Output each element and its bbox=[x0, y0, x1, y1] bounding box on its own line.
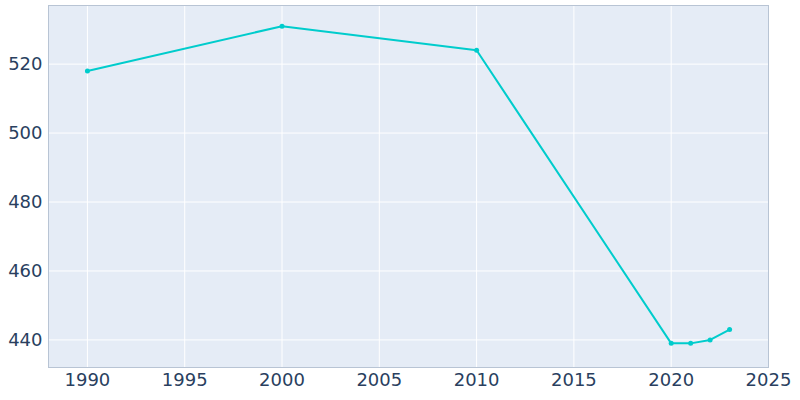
svg-text:2005: 2005 bbox=[356, 369, 402, 390]
svg-text:2000: 2000 bbox=[259, 369, 305, 390]
svg-text:440: 440 bbox=[8, 329, 42, 350]
svg-text:2020: 2020 bbox=[648, 369, 694, 390]
svg-text:1990: 1990 bbox=[65, 369, 111, 390]
svg-text:1995: 1995 bbox=[162, 369, 208, 390]
svg-text:500: 500 bbox=[8, 122, 42, 143]
svg-text:2010: 2010 bbox=[454, 369, 500, 390]
svg-text:480: 480 bbox=[8, 191, 42, 212]
svg-text:520: 520 bbox=[8, 53, 42, 74]
svg-text:460: 460 bbox=[8, 260, 42, 281]
svg-text:2015: 2015 bbox=[551, 369, 597, 390]
svg-text:2025: 2025 bbox=[746, 369, 792, 390]
